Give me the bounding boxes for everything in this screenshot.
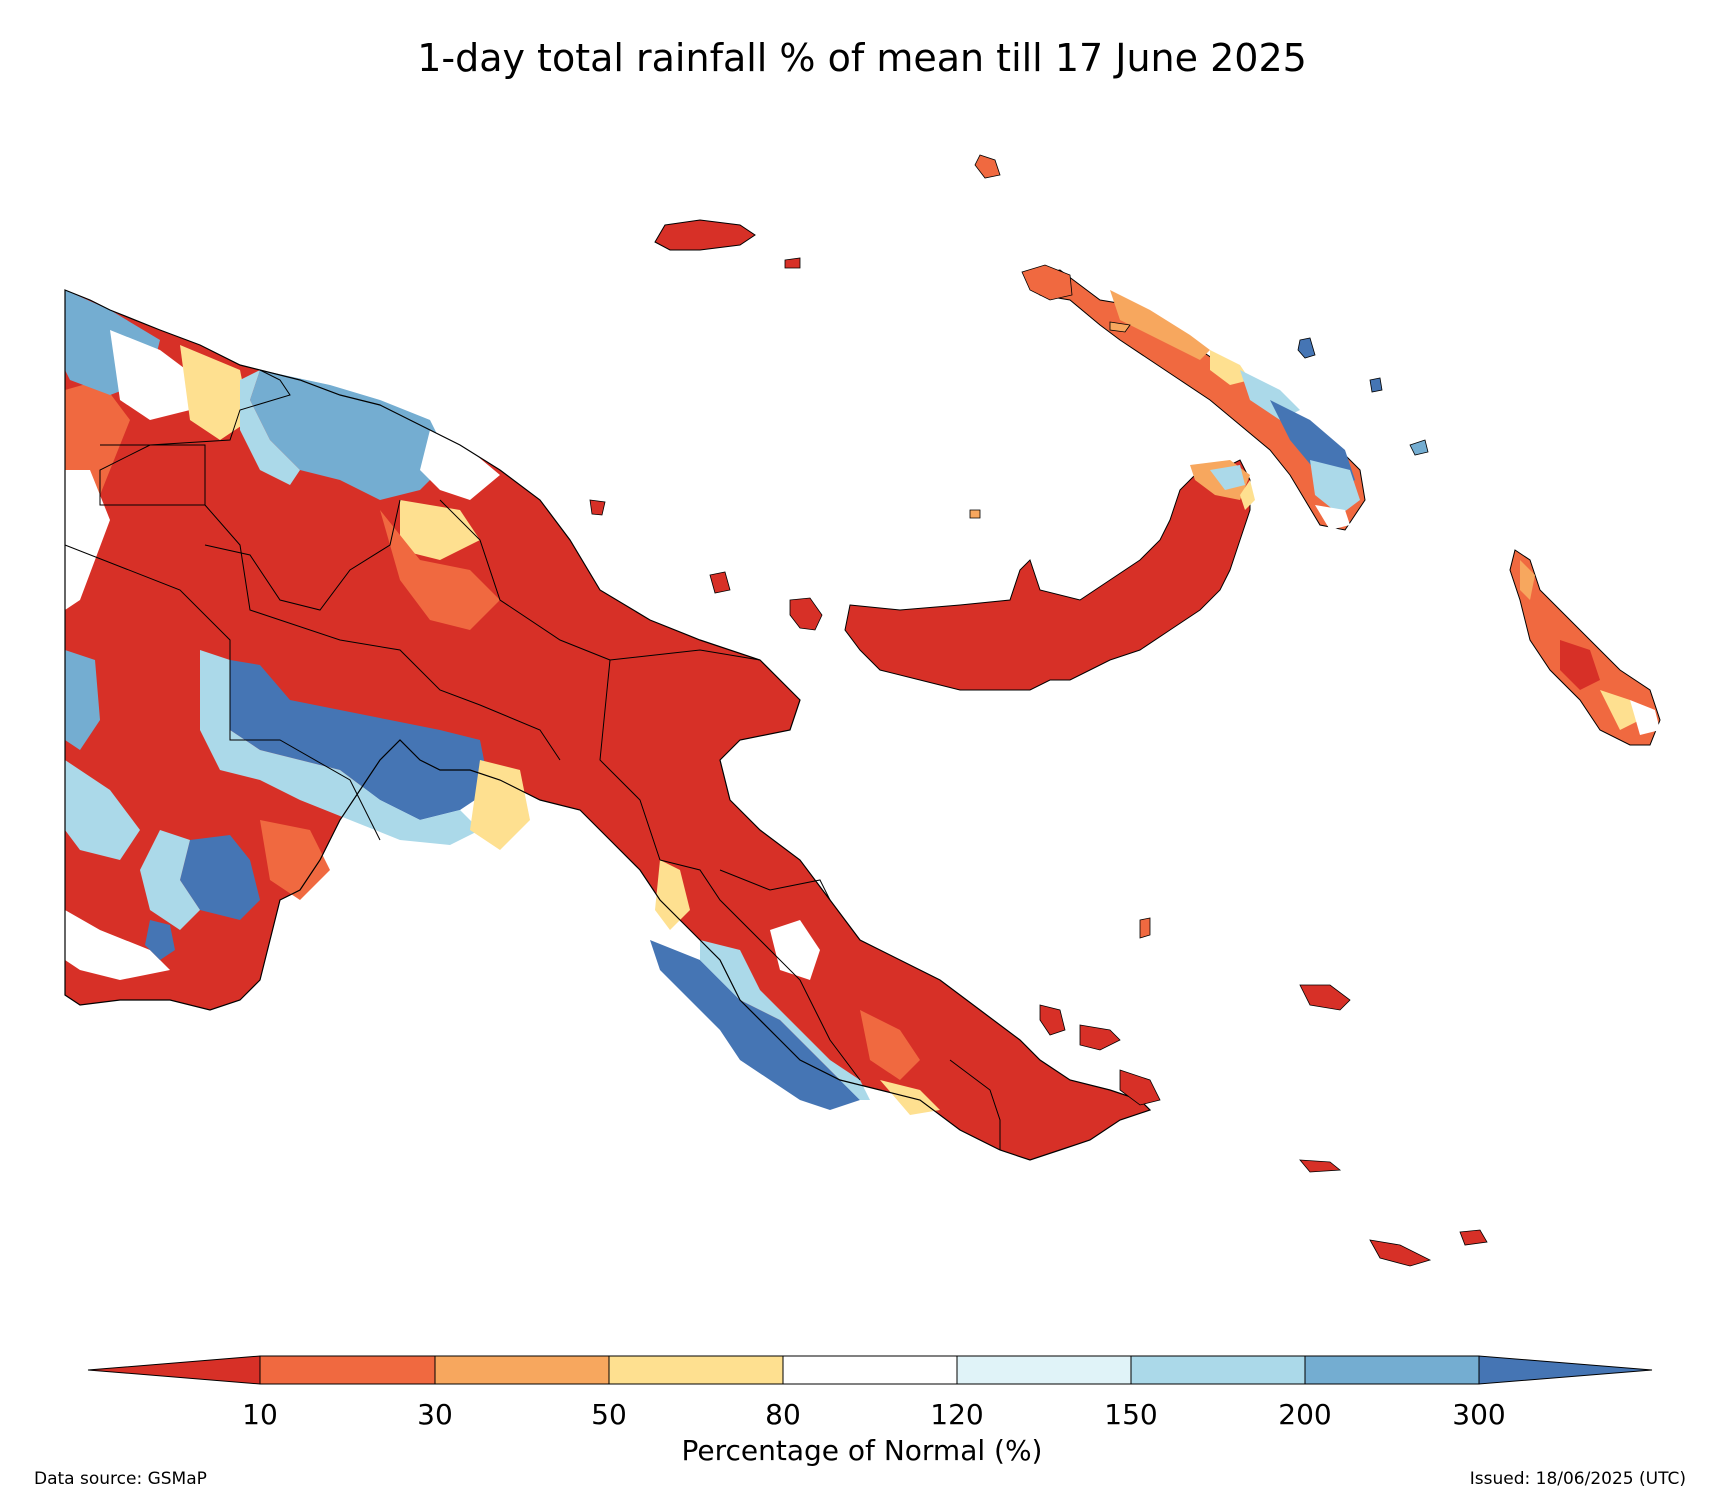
west-white-low (65, 910, 170, 980)
west-white (65, 470, 110, 610)
colorbar-tick: 80 (765, 1398, 801, 1431)
colorbar-title: Percentage of Normal (%) (681, 1434, 1043, 1467)
colorbar-extend-high (1478, 1355, 1653, 1385)
peninsula-yellow (655, 860, 690, 930)
west-lightblue-low (65, 760, 140, 860)
north-white (420, 430, 500, 500)
central-yellow (470, 760, 530, 850)
colorbar (87, 1355, 1653, 1385)
map-title: 1-day total rainfall % of mean till 17 J… (417, 36, 1307, 80)
colorbar-extend-low (87, 1355, 261, 1385)
issued-date-note: Issued: 18/06/2025 (UTC) (1469, 1469, 1686, 1489)
colorbar-bin (956, 1355, 1132, 1385)
peninsula-blue (650, 940, 860, 1110)
colorbar-bin (259, 1355, 436, 1385)
west-blue-mid (65, 650, 100, 750)
peninsula-white (770, 920, 820, 980)
colorbar-bin (782, 1355, 958, 1385)
mainland-outline (64, 289, 1152, 1161)
south-orange (260, 820, 330, 900)
mainland (64, 289, 1152, 1161)
north-blue-band (250, 370, 450, 500)
province-borders (64, 369, 1001, 1150)
peninsula-lightblue (700, 940, 870, 1100)
south-blue (180, 835, 260, 920)
colorbar-tick: 200 (1278, 1398, 1332, 1431)
new-ireland (1029, 269, 1366, 531)
colorbar-bin (608, 1355, 784, 1385)
colorbar-tick: 10 (242, 1398, 278, 1431)
colorbar-tick: 150 (1104, 1398, 1158, 1431)
central-blue (230, 660, 490, 820)
data-source-note: Data source: GSMaP (34, 1469, 207, 1489)
south-blue-small (145, 920, 175, 960)
manus-island (654, 219, 801, 269)
central-lightblue (200, 650, 480, 845)
south-lightblue (140, 830, 200, 930)
colorbar-bin (434, 1355, 610, 1385)
north-yellow (400, 500, 480, 560)
bougainville (1509, 549, 1661, 746)
new-britain (844, 459, 1255, 691)
colorbar-bin (1304, 1355, 1480, 1385)
small-islands (589, 154, 1488, 1267)
west-white-top (110, 330, 200, 420)
colorbar-bin (1130, 1355, 1306, 1385)
colorbar-tick: 50 (591, 1398, 627, 1431)
west-yellow-top (180, 345, 250, 440)
colorbar-tick: 30 (417, 1398, 453, 1431)
colorbar-tick: 120 (930, 1398, 984, 1431)
north-lightblue (240, 370, 300, 485)
mainland-base (65, 290, 1150, 1160)
peninsula-orange (860, 1010, 920, 1080)
north-orange (380, 510, 500, 630)
colorbar-tick: 300 (1452, 1398, 1506, 1431)
